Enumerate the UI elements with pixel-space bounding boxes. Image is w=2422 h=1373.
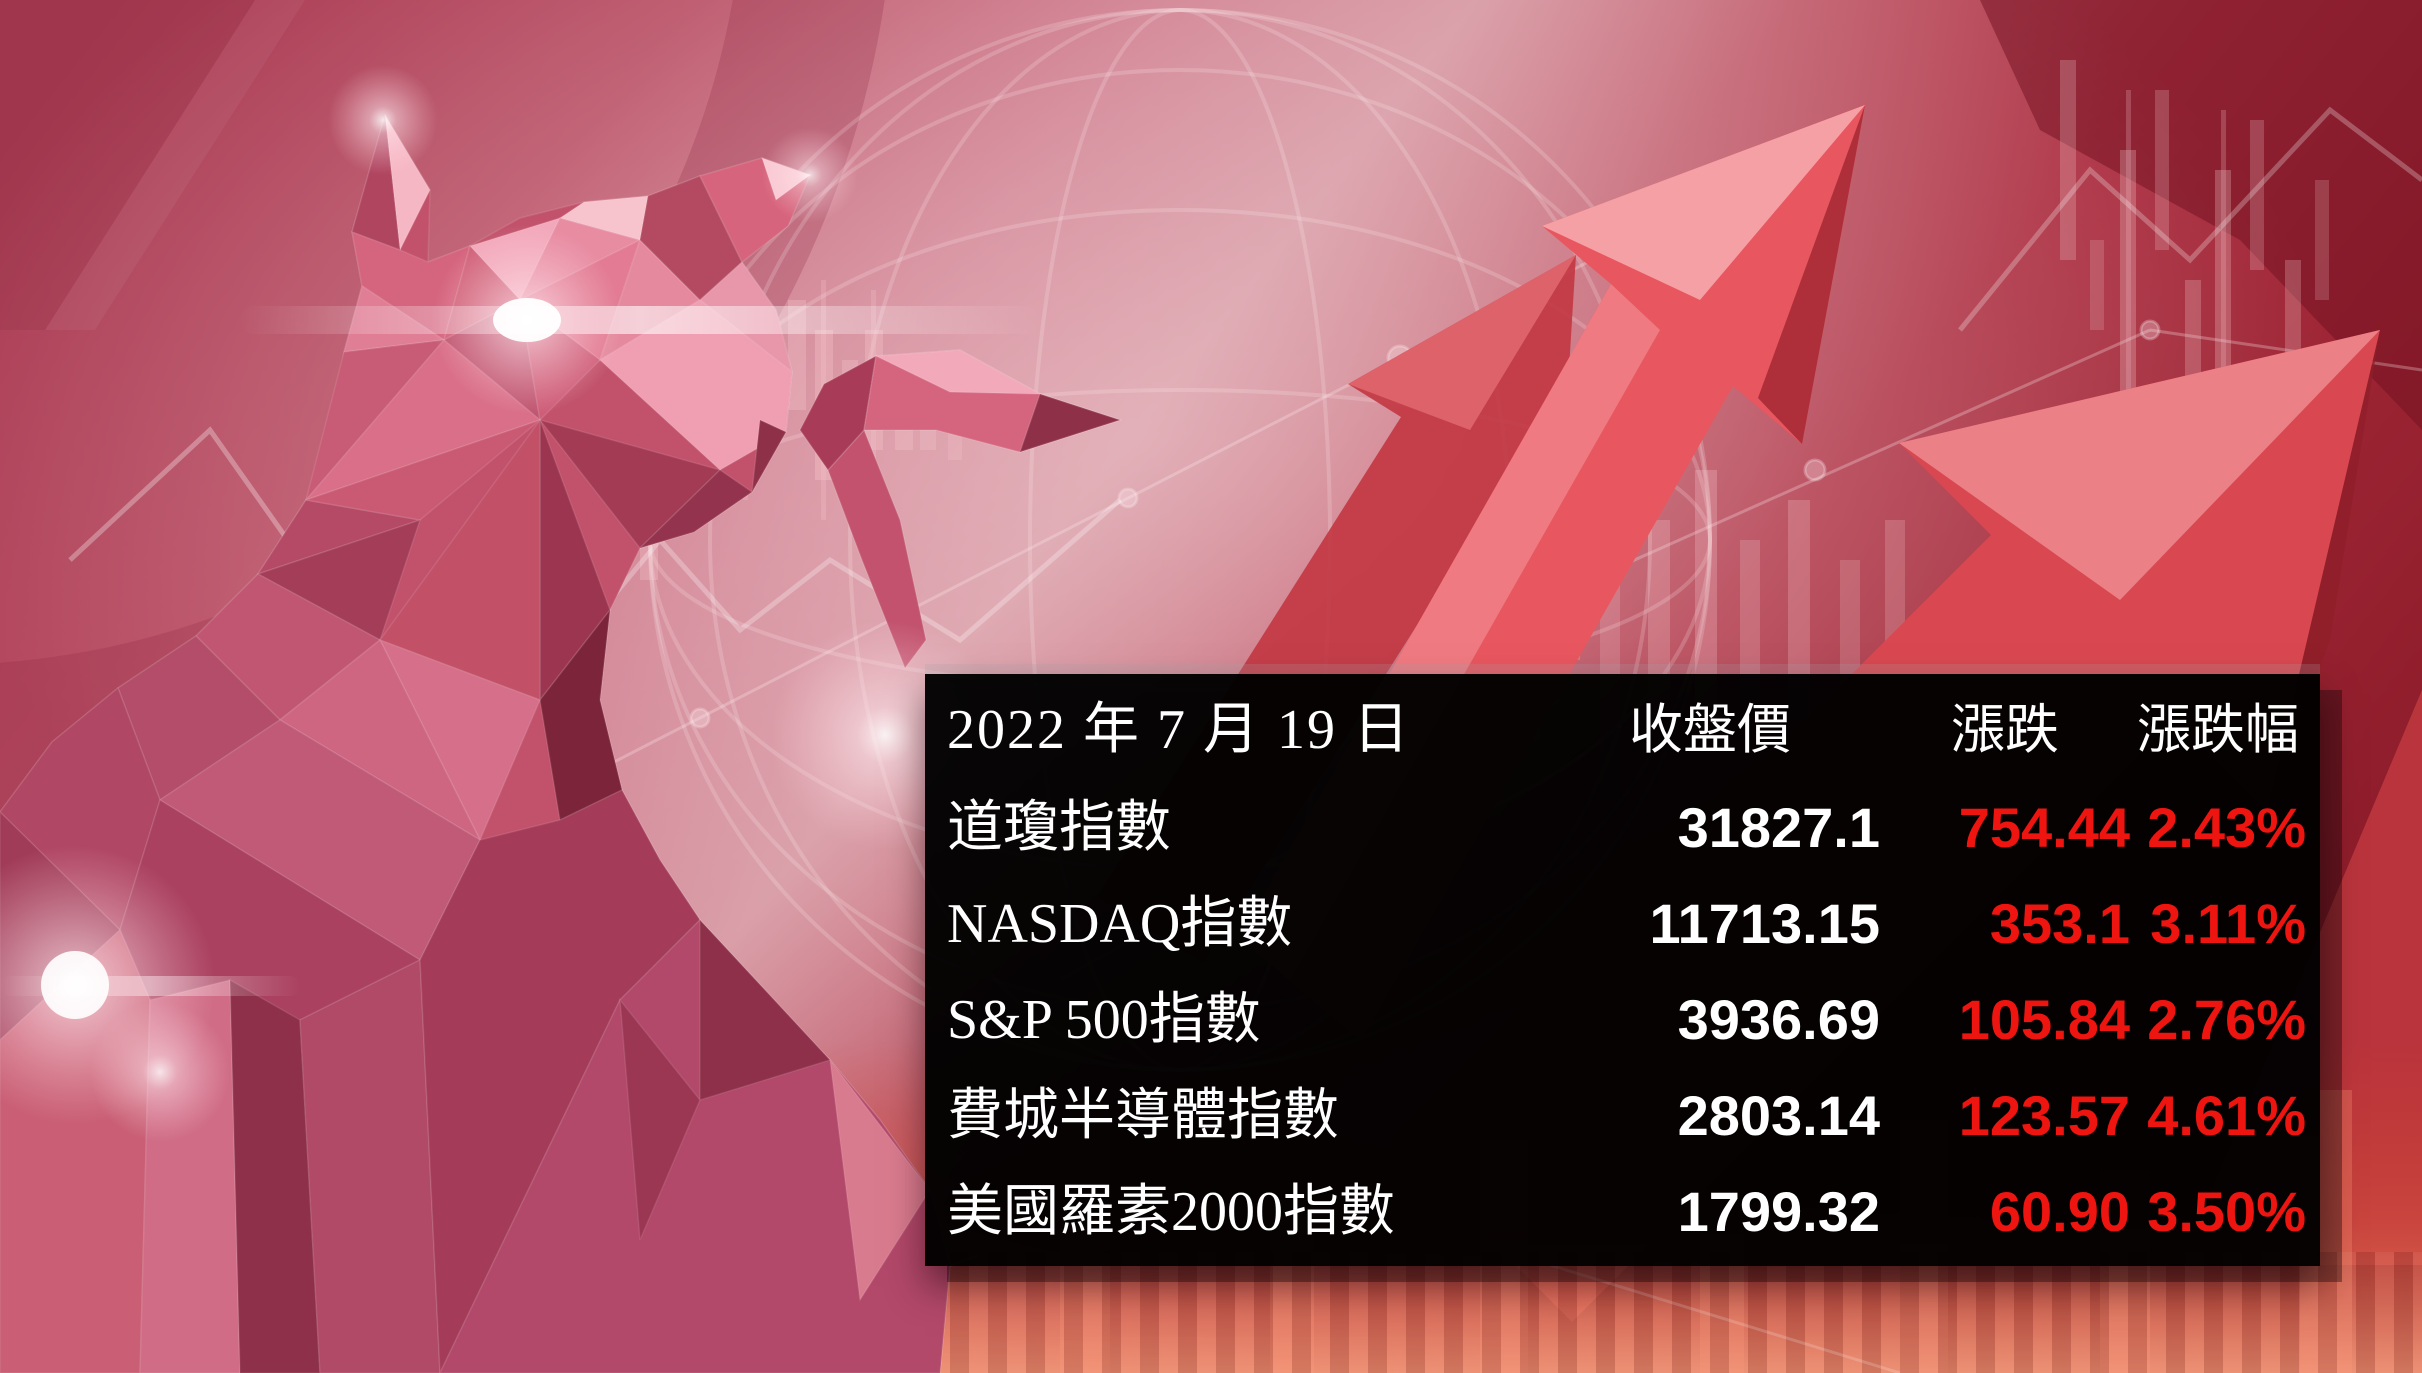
index-change-pct: 3.50%	[2147, 1180, 2306, 1243]
index-change-pct: 3.11%	[2150, 892, 2306, 955]
bull-tail	[799, 349, 1123, 670]
index-change-pct: 2.76%	[2147, 988, 2306, 1051]
index-name: 費城半導體指數	[947, 1085, 1339, 1147]
index-close: 11713.15	[1649, 892, 1880, 955]
index-close: 1799.32	[1677, 1180, 1880, 1243]
index-close: 2803.14	[1677, 1084, 1880, 1147]
column-header-change-pct: 漲跌幅	[2137, 700, 2299, 760]
index-name: S&P 500指數	[947, 989, 1261, 1051]
index-change: 353.1	[1989, 892, 2130, 955]
market-index-table: 2022 年 7 月 19 日 收盤價 漲跌 漲跌幅 道瓊指數 31827.1 …	[925, 674, 2320, 1266]
index-change: 754.44	[1958, 796, 2130, 859]
column-header-change: 漲跌	[1951, 700, 2059, 760]
index-change: 60.90	[1989, 1180, 2130, 1243]
index-name: 道瓊指數	[947, 797, 1171, 859]
index-name: NASDAQ指數	[947, 893, 1293, 955]
index-change-pct: 4.61%	[2147, 1084, 2306, 1147]
column-header-close: 收盤價	[1629, 700, 1791, 760]
index-name: 美國羅素2000指數	[947, 1181, 1395, 1243]
index-change: 123.57	[1958, 1084, 2130, 1147]
index-close: 31827.1	[1677, 796, 1880, 859]
index-close: 3936.69	[1677, 988, 1880, 1051]
table-date: 2022 年 7 月 19 日	[947, 699, 1411, 761]
index-change-pct: 2.43%	[2147, 796, 2306, 859]
index-change: 105.84	[1958, 988, 2130, 1051]
